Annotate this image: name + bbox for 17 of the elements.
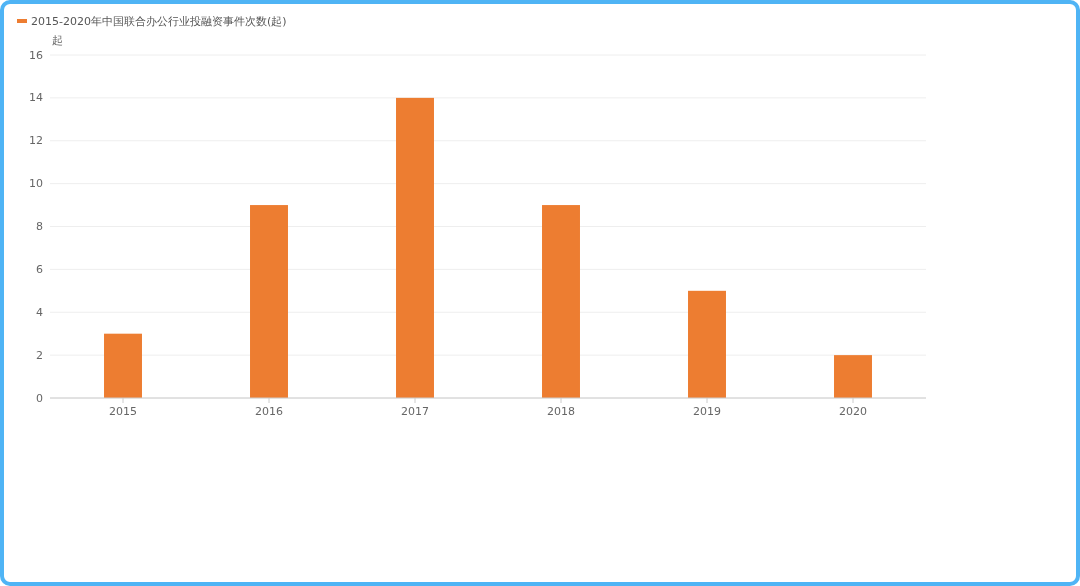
ytick-label: 4 <box>36 305 43 319</box>
ytick-label: 10 <box>29 177 43 191</box>
xtick-label: 2016 <box>255 404 283 418</box>
ytick-label: 2 <box>36 348 43 362</box>
xtick-label: 2018 <box>547 404 575 418</box>
xtick-label: 2015 <box>109 404 137 418</box>
xtick-label: 2017 <box>401 404 429 418</box>
ytick-label: 12 <box>29 134 43 148</box>
ytick-label: 16 <box>29 48 43 62</box>
ytick-label: 14 <box>29 91 43 105</box>
legend-label: 2015-2020年中国联合办公行业投融资事件次数(起) <box>31 14 287 28</box>
ytick-label: 8 <box>36 220 43 233</box>
ytick-label: 6 <box>36 262 43 276</box>
xtick-label: 2019 <box>693 404 721 418</box>
ytick-label: 0 <box>36 391 43 405</box>
xtick-label: 2020 <box>839 404 867 418</box>
ylabel: 起 <box>51 33 63 47</box>
